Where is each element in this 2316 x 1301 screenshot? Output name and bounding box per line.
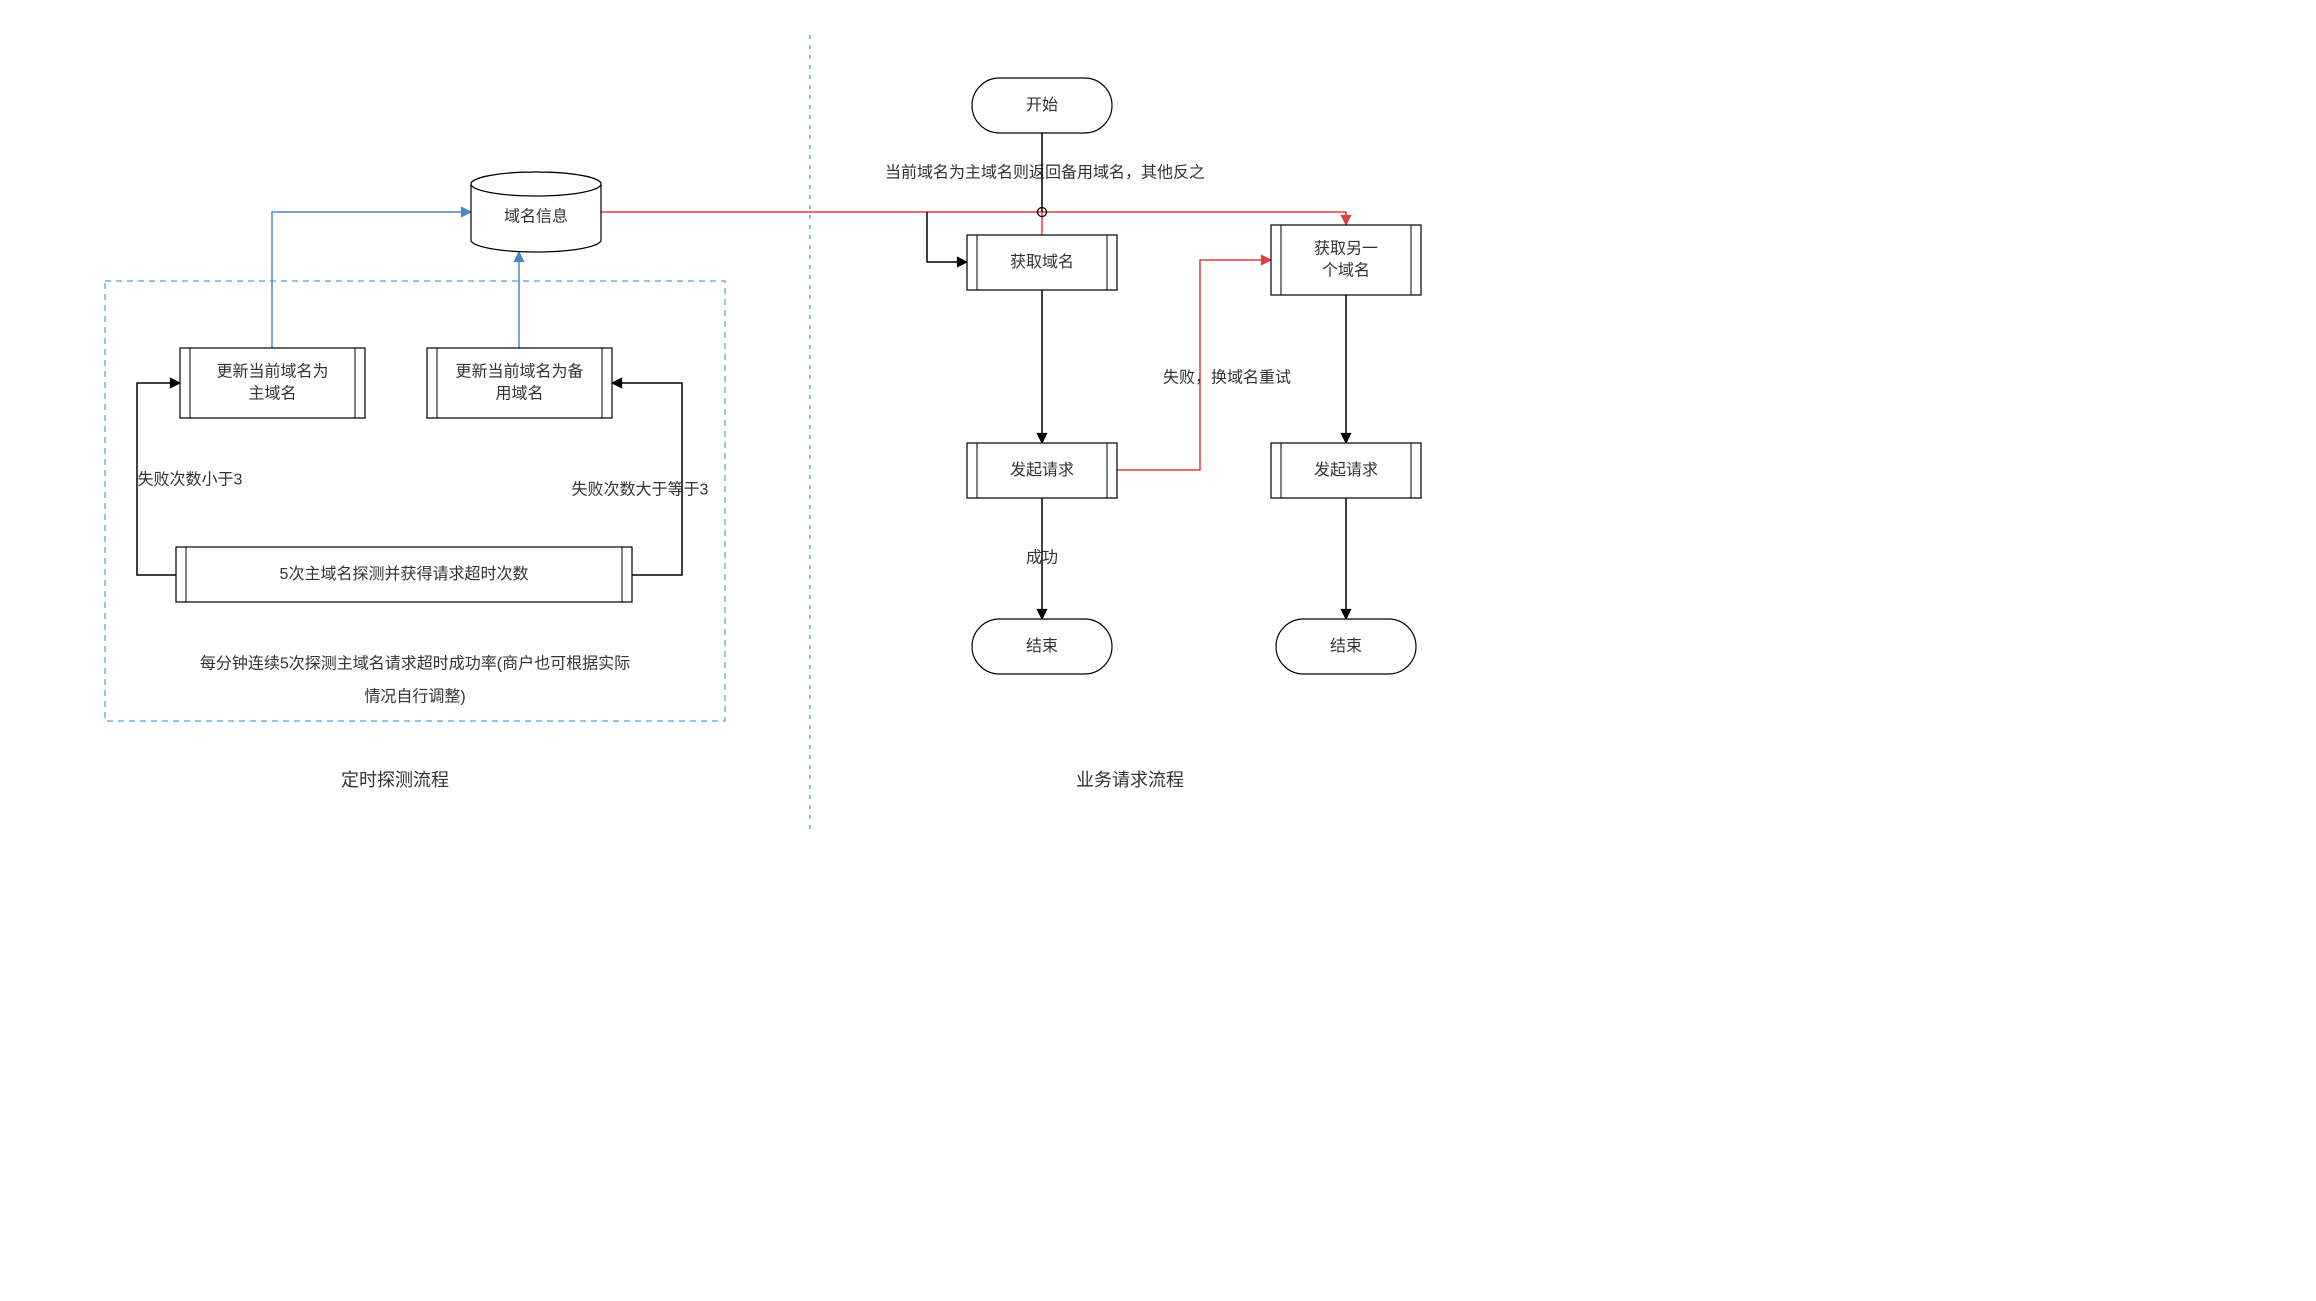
edge-label-e_req1_getother: 失败，换域名重试 [1163,369,1291,387]
node-cyl_domain: 域名信息 [471,172,601,252]
node-probe5: 5次主域名探测并获得请求超时次数 [176,547,632,602]
edge-e_cyl_right [601,212,1042,235]
edge-label-e_probe_updbackup: 失败次数大于等于3 [572,481,709,499]
node-label: 结束 [1026,637,1058,655]
node-req2: 发起请求 [1271,443,1421,498]
node-end1: 结束 [972,619,1112,674]
section-title-right: 业务请求流程 [1076,770,1184,790]
edge-e_probe_updbackup [612,383,682,575]
node-label: 发起请求 [1010,461,1074,479]
edge-label-e_probe_updmain: 失败次数小于3 [138,471,243,489]
node-upd_backup: 更新当前域名为备用域名 [427,348,612,418]
edge-label-e_req1_end1: 成功 [1026,549,1058,567]
flowchart-canvas: 每分钟连续5次探测主域名请求超时成功率(商户也可根据实际情况自行调整) 失败次数小… [0,0,1500,850]
dashed-group-footer-line1: 每分钟连续5次探测主域名请求超时成功率(商户也可根据实际 [200,655,630,673]
dashed-group-footer-line2: 情况自行调整) [364,688,465,706]
node-label: 获取另一 [1314,240,1378,258]
node-label: 更新当前域名为 [216,363,328,381]
node-label: 更新当前域名为备 [455,363,583,381]
node-label: 结束 [1330,637,1362,655]
node-upd_main: 更新当前域名为主域名 [180,348,365,418]
edge-e_updmain_cyl [272,212,471,348]
node-label: 5次主域名探测并获得请求超时次数 [280,565,529,583]
node-label: 开始 [1026,96,1058,114]
edge-e_split_left [927,212,967,262]
node-label: 个域名 [1322,262,1370,280]
node-start: 开始 [972,78,1112,133]
node-label: 域名信息 [504,207,568,225]
node-get_other: 获取另一个域名 [1271,225,1421,295]
node-label: 获取域名 [1010,253,1074,271]
edge-label-e_cyl_right: 当前域名为主域名则返回备用域名，其他反之 [885,164,1205,182]
node-label: 发起请求 [1314,461,1378,479]
edge-e_req1_getother [1117,260,1271,470]
node-label: 主域名 [248,385,296,403]
node-get_dom: 获取域名 [967,235,1117,290]
node-end2: 结束 [1276,619,1416,674]
edge-e_split_right [1042,212,1346,225]
node-req1: 发起请求 [967,443,1117,498]
node-label: 用域名 [495,385,543,403]
section-title-left: 定时探测流程 [341,770,449,790]
